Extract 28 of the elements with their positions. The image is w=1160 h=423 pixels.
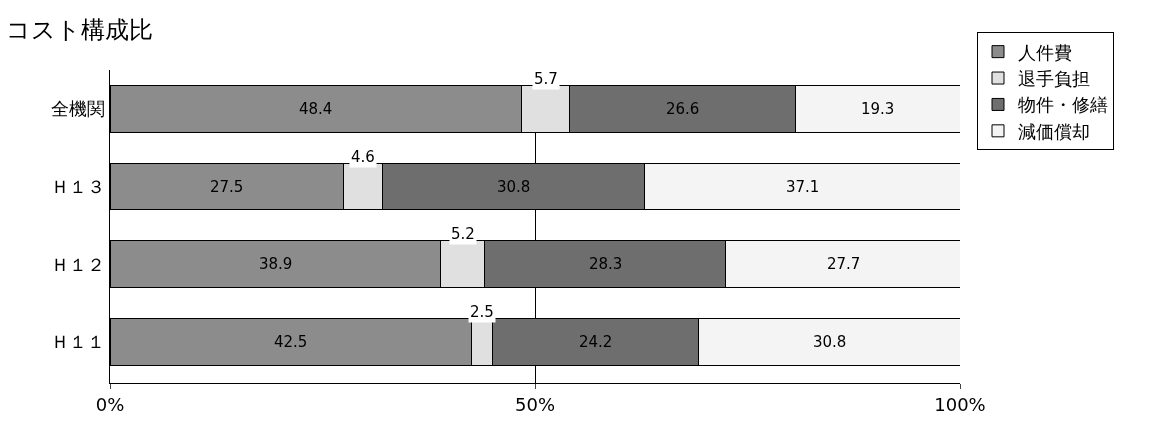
x-tick-label: 0% bbox=[95, 393, 125, 415]
y-tick-label: Ｈ１３ bbox=[51, 175, 106, 197]
x-tick-label: 50% bbox=[514, 393, 556, 415]
data-label: 37.1 bbox=[786, 178, 820, 196]
data-label: 27.7 bbox=[827, 255, 861, 273]
data-label: 2.5 bbox=[470, 303, 494, 321]
chart-title: コスト構成比 bbox=[5, 15, 153, 44]
legend-label: 退手負担 bbox=[1018, 68, 1090, 90]
y-tick-label: 全機関 bbox=[51, 98, 106, 120]
data-label: 5.2 bbox=[451, 225, 475, 243]
x-tick-label: 100% bbox=[934, 393, 986, 415]
data-label: 38.9 bbox=[259, 255, 293, 273]
legend-label: 減価償却 bbox=[1018, 120, 1090, 142]
data-label: 27.5 bbox=[210, 178, 244, 196]
y-tick-label: Ｈ１２ bbox=[51, 253, 106, 275]
data-label: 19.3 bbox=[861, 100, 895, 118]
data-label: 24.2 bbox=[579, 333, 613, 351]
data-label: 4.6 bbox=[351, 148, 375, 166]
data-label: 28.3 bbox=[589, 255, 623, 273]
data-label: 5.7 bbox=[534, 70, 558, 88]
data-label: 30.8 bbox=[813, 333, 847, 351]
data-label: 48.4 bbox=[299, 100, 333, 118]
data-label: 26.6 bbox=[666, 100, 700, 118]
data-label: 30.8 bbox=[497, 178, 531, 196]
data-label: 42.5 bbox=[274, 333, 308, 351]
legend-label: 人件費 bbox=[1018, 41, 1072, 63]
legend-label: 物件・修繕 bbox=[1018, 94, 1108, 116]
y-tick-label: Ｈ１１ bbox=[51, 331, 106, 353]
